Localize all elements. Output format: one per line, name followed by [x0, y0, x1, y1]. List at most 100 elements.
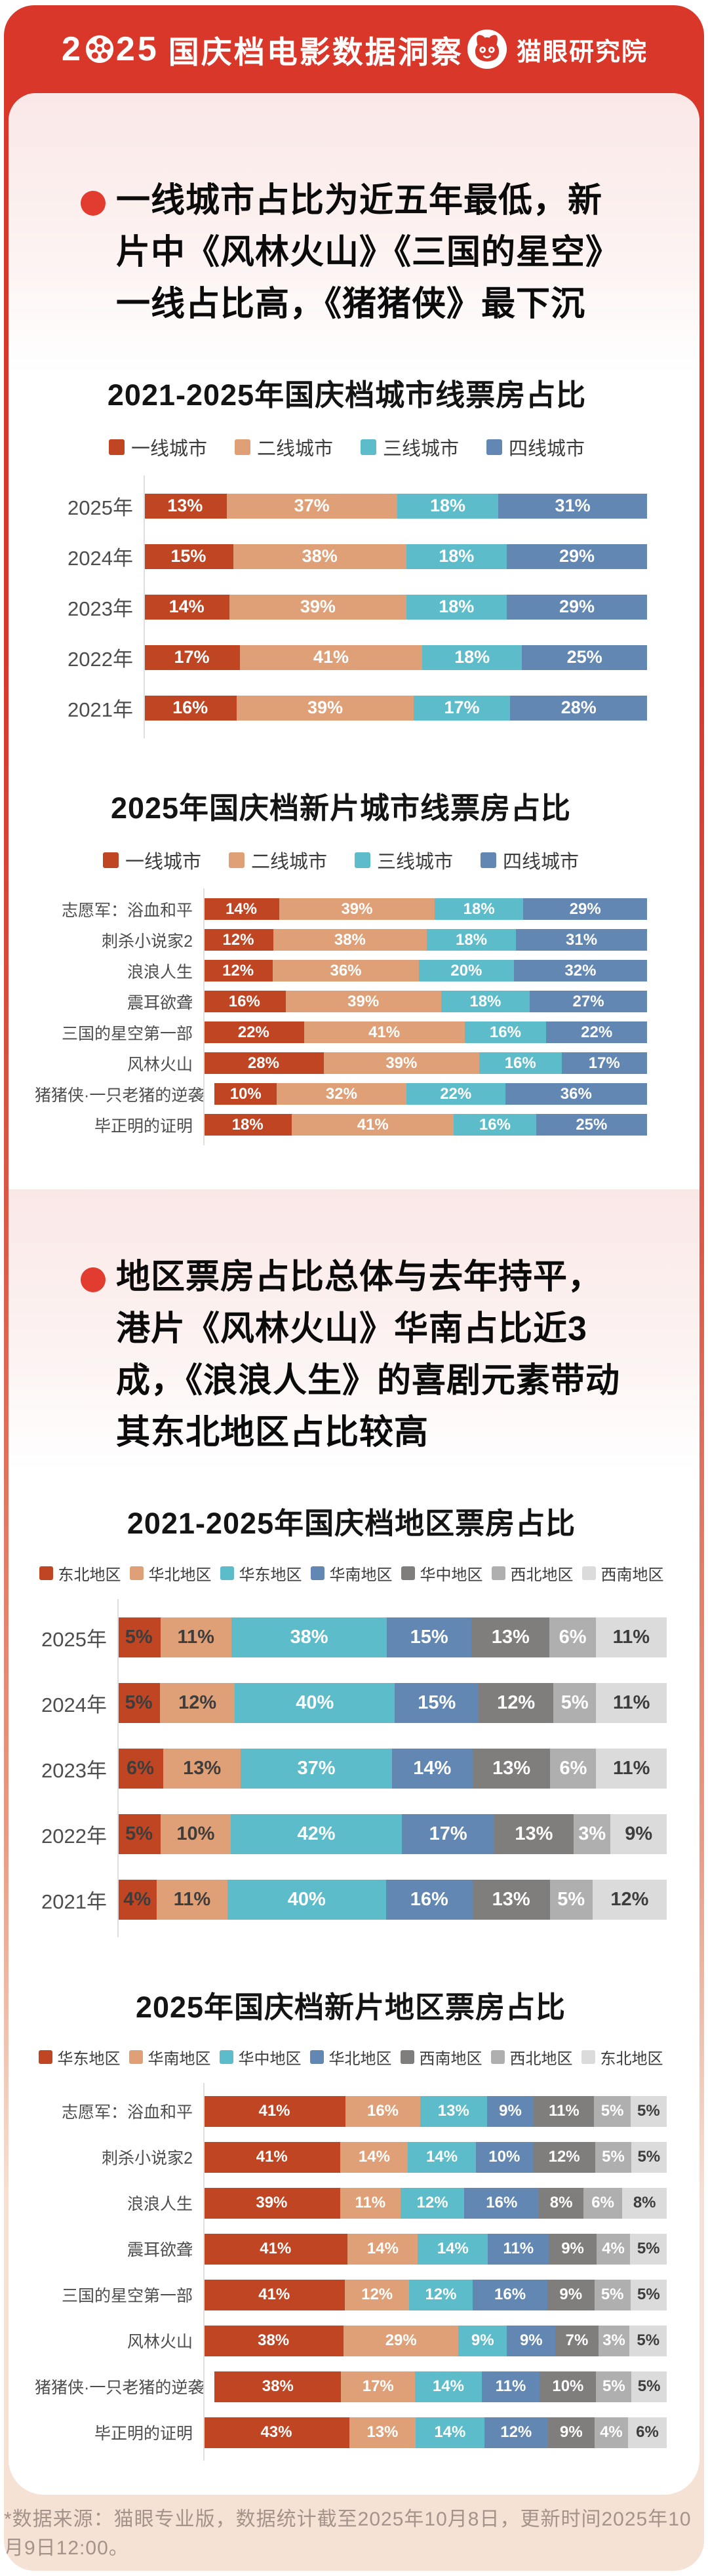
segment-value-label: 11%	[612, 1626, 650, 1648]
segment-value-label: 13%	[366, 2423, 399, 2442]
chart-row: 毕正明的证明 43% 13% 14% 12% 9% 4% 6%	[35, 2409, 667, 2455]
segment-value-label: 12%	[178, 1692, 217, 1713]
segment-value-label: 18%	[231, 1115, 264, 1134]
stacked-bar: 13% 37% 18% 31%	[144, 493, 647, 519]
bar-segment: 7%	[555, 2325, 599, 2356]
bar-segment: 14%	[340, 2141, 408, 2173]
chart-row: 2025年 13% 37% 18% 31%	[47, 481, 647, 531]
legend-swatch-icon	[129, 1566, 144, 1581]
segment-value-label: 16%	[489, 1023, 521, 1041]
bar-segment: 18%	[426, 929, 517, 951]
bar-segment: 16%	[144, 695, 237, 721]
segment-value-label: 7%	[565, 2331, 589, 2350]
bar-segment: 32%	[513, 960, 647, 982]
stacked-bar: 4% 11% 40% 16% 13% 5% 12%	[117, 1879, 667, 1920]
chart-row: 猪猪侠·一只老猪的逆袭 10% 32% 22% 36%	[35, 1079, 647, 1109]
bullet-dot-icon	[81, 191, 106, 216]
legend-item: 一线城市	[102, 846, 201, 874]
bar-segment: 41%	[203, 2141, 341, 2173]
segment-value-label: 18%	[439, 597, 475, 617]
chart-row: 震耳欲聋 16% 39% 18% 27%	[35, 986, 647, 1017]
stacked-bar: 18% 41% 16% 25%	[203, 1114, 647, 1136]
bar-segment: 12%	[203, 929, 273, 951]
segment-value-label: 16%	[486, 2194, 518, 2212]
segment-value-label: 37%	[294, 496, 330, 516]
insight-bullet-1: 一线城市占比为近五年最低，新片中《风林火山》《三国的星空》一线占比高，《猪猪侠》…	[9, 175, 699, 330]
chart-row: 2021年 16% 39% 17% 28%	[47, 683, 647, 733]
chart-title: 2021-2025年国庆档城市线票房占比	[107, 378, 587, 412]
legend-label: 四线城市	[503, 852, 580, 873]
legend-swatch-icon	[38, 2050, 52, 2065]
segment-value-label: 5%	[600, 2102, 624, 2120]
chart-title: 2025年国庆档新片地区票房占比	[135, 1991, 566, 2025]
row-label: 2021年	[68, 698, 133, 722]
legend-swatch-icon	[355, 852, 370, 869]
bar-segment: 17%	[144, 644, 240, 670]
row-label: 2022年	[68, 648, 133, 671]
segment-value-label: 5%	[637, 2377, 661, 2396]
segment-value-label: 9%	[519, 2331, 543, 2350]
stacked-bar: 38% 29% 9% 9% 7% 3% 5%	[203, 2325, 667, 2356]
title-year: 2 25	[62, 30, 159, 69]
segment-value-label: 4%	[123, 1888, 151, 1910]
bar-segment: 12%	[484, 2417, 548, 2448]
legend-label: 三线城市	[377, 852, 454, 873]
segment-value-label: 17%	[444, 698, 480, 718]
bar-segment: 36%	[505, 1083, 647, 1105]
segment-value-label: 14%	[426, 2148, 458, 2166]
row-label: 2024年	[68, 547, 133, 570]
legend-label: 东北地区	[58, 1566, 121, 1585]
bar-segment: 18%	[435, 898, 524, 921]
legend-label: 一线城市	[130, 439, 207, 460]
bar-segment: 29%	[506, 544, 647, 569]
chart-row: 2024年 5% 12% 40% 15% 12% 5% 11%	[36, 1670, 667, 1735]
brand-name: 猫眼研究院	[516, 38, 648, 66]
row-label: 三国的星空第一部	[61, 2287, 193, 2306]
stacked-bar: 22% 41% 16% 22%	[203, 1021, 648, 1044]
legend-label: 二线城市	[250, 852, 327, 873]
bar-segment: 11%	[595, 1617, 667, 1657]
segment-value-label: 14%	[434, 2423, 466, 2442]
bar-segment: 43%	[203, 2417, 349, 2448]
row-label: 浪浪人生	[127, 962, 193, 981]
legend-item: 三线城市	[361, 433, 459, 461]
row-label: 震耳欲聋	[127, 2241, 193, 2260]
segment-value-label: 17%	[174, 647, 210, 667]
segment-value-label: 31%	[566, 930, 598, 949]
legend-swatch-icon	[234, 439, 250, 456]
bar-segment: 18%	[203, 1114, 292, 1136]
stacked-bar: 41% 14% 14% 10% 12% 5% 5%	[203, 2141, 667, 2173]
segment-value-label: 36%	[560, 1084, 592, 1103]
legend-swatch-icon	[128, 2050, 143, 2065]
bar-segment: 13%	[472, 1879, 550, 1920]
segment-value-label: 38%	[302, 546, 338, 566]
legend-label: 华东地区	[239, 1566, 302, 1585]
segment-value-label: 42%	[297, 1823, 336, 1844]
legend-swatch-icon	[310, 1566, 324, 1581]
bar-segment: 17%	[561, 1052, 647, 1075]
segment-value-label: 18%	[429, 496, 465, 516]
legend-item: 华中地区	[401, 1562, 483, 1585]
bar-segment: 14%	[418, 2233, 488, 2265]
segment-value-label: 5%	[637, 2148, 661, 2166]
segment-value-label: 5%	[637, 2240, 660, 2258]
segment-value-label: 14%	[366, 2240, 399, 2258]
legend-label: 四线城市	[509, 439, 585, 460]
insight-text-1: 一线城市占比为近五年最低，新片中《风林火山》《三国的星空》一线占比高，《猪猪侠》…	[116, 182, 621, 324]
chart-city-tier-by-year: 2021-2025年国庆档城市线票房占比 一线城市 二线城市 三线城市 四线城市 20…	[9, 371, 699, 739]
segment-value-label: 11%	[177, 1626, 214, 1648]
segment-value-label: 6%	[559, 1757, 587, 1779]
stacked-bar: 5% 10% 42% 17% 13% 3% 9%	[117, 1813, 667, 1854]
legend-item: 西北地区	[490, 2046, 573, 2069]
segment-value-label: 29%	[569, 900, 601, 918]
legend-label: 西北地区	[510, 1566, 574, 1585]
bar-segment: 14%	[203, 898, 279, 921]
legend-item: 二线城市	[234, 433, 333, 461]
bar-segment: 12%	[160, 1682, 235, 1723]
bar-segment: 5%	[596, 2371, 632, 2402]
segment-value-label: 6%	[126, 1757, 154, 1779]
insight-bullet-2: 地区票房占比总体与去年持平，港片《风林火山》华南占比近3成，《浪浪人生》的喜剧元…	[9, 1252, 699, 1459]
chart-region-by-year: 2021-2025年国庆档地区票房占比 东北地区 华北地区 华东地区 华南地区 华中地区…	[9, 1499, 699, 1938]
segment-value-label: 14%	[358, 2148, 390, 2166]
segment-value-label: 11%	[173, 1888, 211, 1910]
